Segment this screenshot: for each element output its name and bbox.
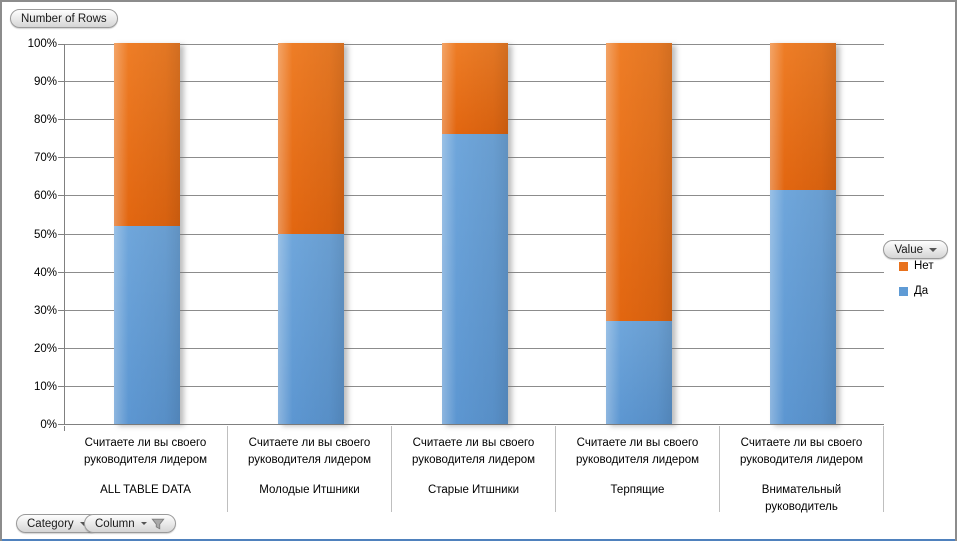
legend-item-label: Да (914, 285, 929, 297)
bar-segment-series-1[interactable] (278, 43, 344, 234)
column-selector-label: Column (95, 517, 135, 530)
y-axis-tick (58, 195, 64, 197)
category-question-line: Считаете ли вы своего (248, 437, 371, 449)
x-axis-category-0: Считаете ли вы своего руководителя лидеро… (64, 426, 228, 512)
window-bottom-accent (2, 539, 955, 541)
y-axis-tick-label: 100% (27, 38, 57, 50)
bar-0[interactable] (114, 43, 180, 425)
legend-item-0[interactable]: Нет (899, 260, 934, 272)
y-axis-tick-label: 40% (33, 266, 57, 279)
bar-3[interactable] (606, 43, 672, 424)
legend-axis-selector-button[interactable]: Value (883, 240, 948, 259)
category-group-label: Старые Итшники (427, 484, 520, 496)
category-group-label: Внимательный руководитель (761, 484, 842, 513)
y-axis-tick-label: 60% (33, 190, 57, 203)
legend-swatch-icon (899, 261, 908, 271)
category-question-line: руководителя лидером (83, 454, 208, 466)
x-axis-category-1: Считаете ли вы своего руководителя лидеро… (228, 426, 392, 512)
y-axis-tick (58, 347, 64, 349)
y-axis-tick-label: 0% (40, 419, 57, 431)
plot-area[interactable] (64, 43, 884, 425)
y-axis-tick (58, 309, 64, 311)
filter-funnel-icon[interactable] (151, 517, 165, 531)
category-question-line: руководителя лидером (739, 454, 864, 466)
legend-swatch-icon (899, 286, 908, 296)
chevron-down-icon (929, 247, 937, 252)
y-axis-tick (58, 424, 64, 425)
y-axis-tick (58, 233, 64, 235)
y-axis-tick (58, 81, 64, 83)
category-group-label: ALL TABLE DATA (100, 484, 191, 496)
bar-segment-series-1[interactable] (114, 43, 180, 226)
y-axis-tick-label: 10% (33, 380, 57, 393)
y-axis-selector-button[interactable]: Number of Rows (10, 9, 118, 28)
chevron-down-icon (140, 522, 147, 525)
bar-segment-series-0[interactable] (770, 189, 836, 425)
y-axis-tick (58, 119, 64, 121)
bar-segment-series-1[interactable] (770, 43, 836, 190)
x-axis-category-area: Считаете ли вы своего руководителя лидеро… (64, 426, 884, 513)
y-axis-selector-label: Number of Rows (21, 12, 107, 25)
legend-axis-selector-label: Value (894, 243, 923, 256)
category-question-line: руководителя лидером (575, 454, 700, 466)
y-axis-tick (58, 385, 64, 387)
bar-1[interactable] (278, 43, 344, 424)
x-axis-category-3: Считаете ли вы своего руководителя лидеро… (556, 426, 720, 512)
category-question-line: Считаете ли вы своего (412, 437, 535, 449)
x-axis-category-selector-button[interactable]: Category (16, 514, 99, 533)
y-axis-tick-label: 30% (33, 304, 57, 317)
legend-item-label: Нет (914, 260, 934, 272)
x-axis-origin-tick (64, 426, 65, 431)
bar-segment-series-1[interactable] (442, 43, 508, 135)
y-axis-tick (58, 44, 64, 45)
x-axis-category-4: Считаете ли вы своего руководителя лидеро… (720, 426, 884, 513)
bar-segment-series-0[interactable] (606, 321, 672, 424)
y-axis-tick-label: 70% (33, 152, 57, 165)
category-question-line: Считаете ли вы своего (740, 437, 863, 449)
x-axis-column-selector-button[interactable]: Column (84, 514, 176, 533)
y-axis-tick-label: 20% (33, 342, 57, 355)
category-question-line: Считаете ли вы своего (84, 437, 207, 449)
category-group-label: Терпящие (610, 484, 665, 496)
bar-segment-series-0[interactable] (114, 225, 180, 425)
legend: Нет Да (899, 260, 934, 310)
category-group-label: Молодые Итшники (259, 484, 360, 496)
category-question-line: Считаете ли вы своего (576, 437, 699, 449)
category-selector-label: Category (27, 517, 74, 530)
legend-item-1[interactable]: Да (899, 285, 934, 297)
y-axis-tick (58, 271, 64, 273)
bar-segment-series-0[interactable] (278, 233, 344, 424)
category-question-line: руководителя лидером (411, 454, 536, 466)
x-axis-category-2: Считаете ли вы своего руководителя лидеро… (392, 426, 556, 512)
bar-2[interactable] (442, 43, 508, 424)
y-axis-tick (58, 157, 64, 159)
category-question-line: руководителя лидером (247, 454, 372, 466)
y-axis-tick-label: 50% (33, 228, 57, 241)
y-axis-tick-label: 80% (33, 114, 57, 127)
y-axis-tick-label: 90% (33, 76, 57, 89)
bar-segment-series-1[interactable] (606, 43, 672, 322)
bar-segment-series-0[interactable] (442, 134, 508, 424)
bar-4[interactable] (770, 43, 836, 425)
chevron-down-icon (79, 521, 88, 526)
